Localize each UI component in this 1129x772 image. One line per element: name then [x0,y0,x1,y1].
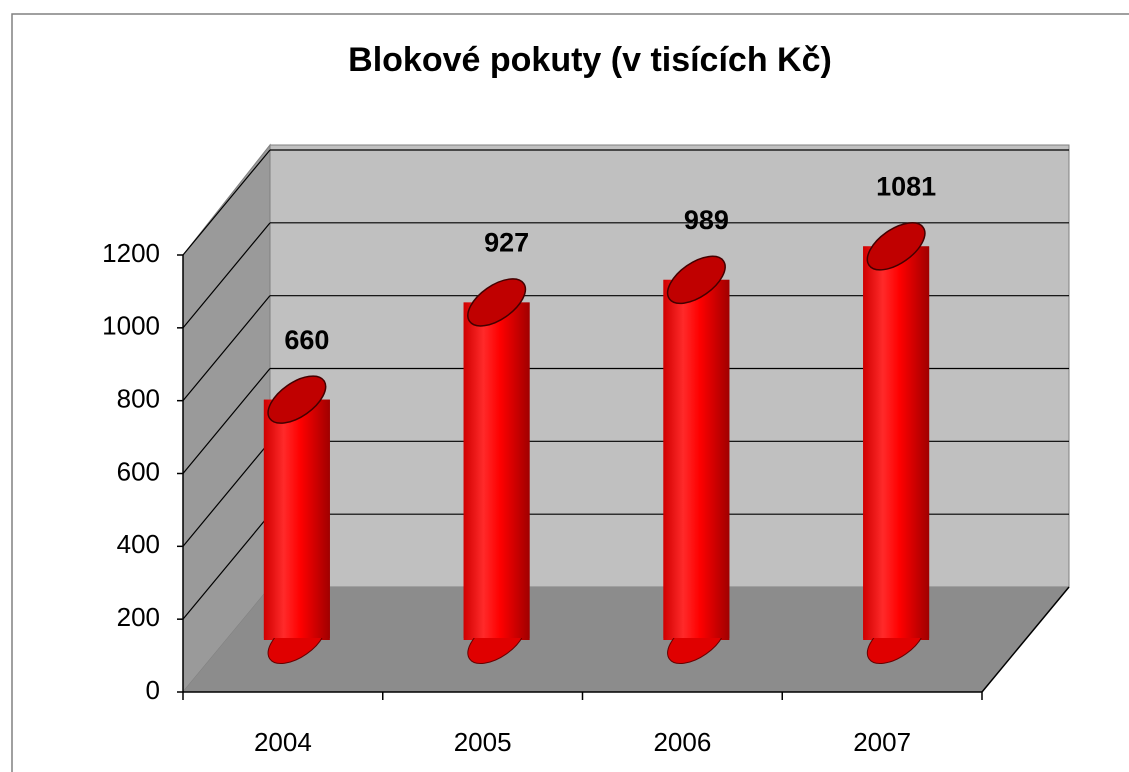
y-tick-label: 400 [117,529,160,559]
data-label: 927 [484,228,529,258]
grid-line [182,222,271,329]
bar-body-cover [663,279,730,638]
data-label: 989 [684,205,729,235]
x-tick-label: 2006 [653,727,711,757]
bar [263,375,330,664]
bar [463,278,530,664]
bar-body-cover [463,302,530,638]
bar-body-cover [863,246,930,639]
grid-line [182,295,271,402]
x-tick-label: 2005 [454,727,512,757]
data-label: 1081 [876,171,936,201]
grid-line [182,368,271,474]
bar-top [866,222,926,271]
bar-top [267,375,327,424]
grid-line [182,513,271,620]
y-tick-label: 600 [117,456,160,486]
x-tick-label: 2004 [254,727,312,757]
chart-title: Blokové pokuty (v tisících Kč) [348,41,832,79]
y-tick-label: 1200 [102,238,160,268]
bar-top [467,278,527,327]
bar [663,255,730,664]
y-tick-label: 0 [146,675,160,705]
y-tick-label: 800 [117,384,160,414]
floor [183,587,1069,692]
y-tick-label: 1000 [102,311,160,341]
frame [11,13,1129,772]
bar [863,222,930,664]
bar-top [666,255,726,305]
x-tick-label: 2007 [853,727,911,757]
grid-line [182,440,271,547]
grid-line [182,149,271,256]
data-label: 660 [284,325,329,355]
bar-body-cover [263,399,330,638]
y-tick-label: 200 [117,602,160,632]
floor-edge [981,586,1070,693]
